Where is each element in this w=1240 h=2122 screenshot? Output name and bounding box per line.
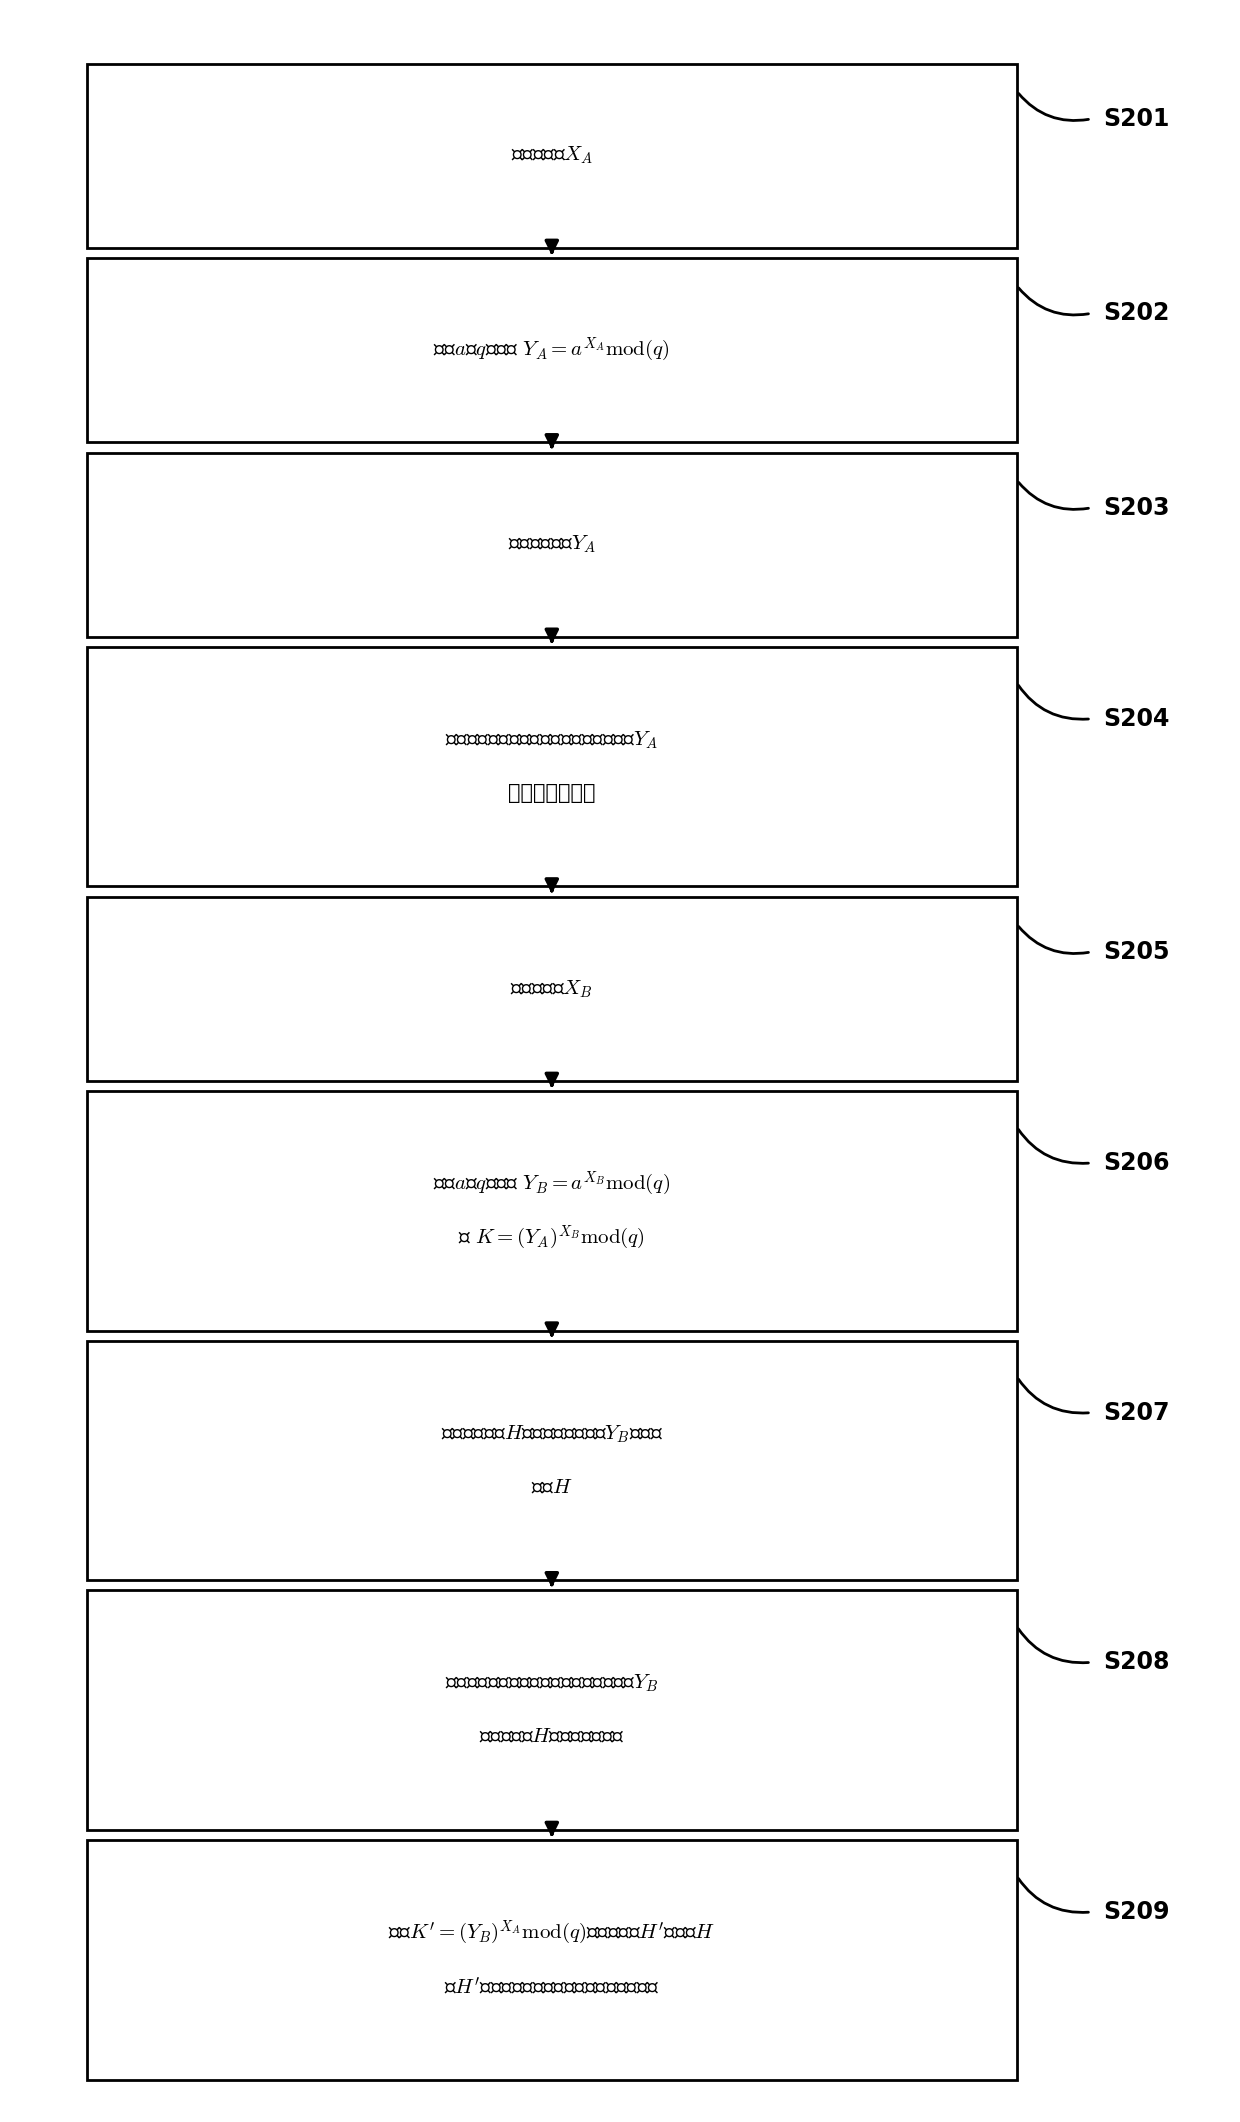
FancyBboxPatch shape xyxy=(87,259,1017,441)
FancyBboxPatch shape xyxy=(87,1840,1017,2080)
Text: 将接受到光信号转化为数字信号，然后将$Y_A$: 将接受到光信号转化为数字信号，然后将$Y_A$ xyxy=(445,730,658,751)
FancyBboxPatch shape xyxy=(87,64,1017,248)
Text: 与 $K = (Y_A)^{X_B}\mathrm{mod}(q)$: 与 $K = (Y_A)^{X_B}\mathrm{mod}(q)$ xyxy=(459,1224,645,1252)
Text: 存入数据缓冲层: 存入数据缓冲层 xyxy=(508,783,595,804)
Text: 计算$K' = (Y_B)^{X_A}\mathrm{mod}(q)$与消息摘要$H'$，比较$H$: 计算$K' = (Y_B)^{X_A}\mathrm{mod}(q)$与消息摘要… xyxy=(388,1918,715,1948)
Text: 将接受到光信号转化为数字信号，然后将$Y_B$: 将接受到光信号转化为数字信号，然后将$Y_B$ xyxy=(445,1672,658,1693)
Text: S201: S201 xyxy=(1104,106,1171,132)
Text: S202: S202 xyxy=(1104,301,1171,325)
Text: 摘要$H$: 摘要$H$ xyxy=(531,1477,573,1498)
Text: S207: S207 xyxy=(1104,1401,1171,1424)
Text: 计算消息摘要$H$，并以光信号发送$Y_B$与消息: 计算消息摘要$H$，并以光信号发送$Y_B$与消息 xyxy=(440,1424,663,1445)
FancyBboxPatch shape xyxy=(87,1091,1017,1330)
Text: 与$H'$，相同则密钥共享成功，否则重新开始: 与$H'$，相同则密钥共享成功，否则重新开始 xyxy=(444,1976,660,1997)
Text: S203: S203 xyxy=(1104,497,1171,520)
Text: 产生随机数$X_A$: 产生随机数$X_A$ xyxy=(511,144,593,166)
Text: 以光信号发送$Y_A$: 以光信号发送$Y_A$ xyxy=(508,535,595,556)
FancyBboxPatch shape xyxy=(87,647,1017,887)
Text: 读取$a$与$q$，计算 $Y_B = a^{X_B}\mathrm{mod}(q)$: 读取$a$与$q$，计算 $Y_B = a^{X_B}\mathrm{mod}(… xyxy=(433,1169,671,1199)
FancyBboxPatch shape xyxy=(87,1592,1017,1829)
FancyBboxPatch shape xyxy=(87,898,1017,1080)
Text: S206: S206 xyxy=(1104,1150,1171,1176)
Text: 产生随机数$X_B$: 产生随机数$X_B$ xyxy=(511,978,593,999)
Text: S208: S208 xyxy=(1104,1651,1171,1674)
Text: S205: S205 xyxy=(1104,940,1171,963)
Text: 读取$a$与$q$，计算 $Y_A = a^{X_A}\mathrm{mod}(q)$: 读取$a$与$q$，计算 $Y_A = a^{X_A}\mathrm{mod}(… xyxy=(434,335,670,365)
FancyBboxPatch shape xyxy=(87,452,1017,637)
Text: S204: S204 xyxy=(1104,707,1171,730)
Text: S209: S209 xyxy=(1104,1899,1171,1925)
Text: 与消息摘要$H$存入数据缓冲层: 与消息摘要$H$存入数据缓冲层 xyxy=(479,1727,625,1746)
FancyBboxPatch shape xyxy=(87,1341,1017,1581)
